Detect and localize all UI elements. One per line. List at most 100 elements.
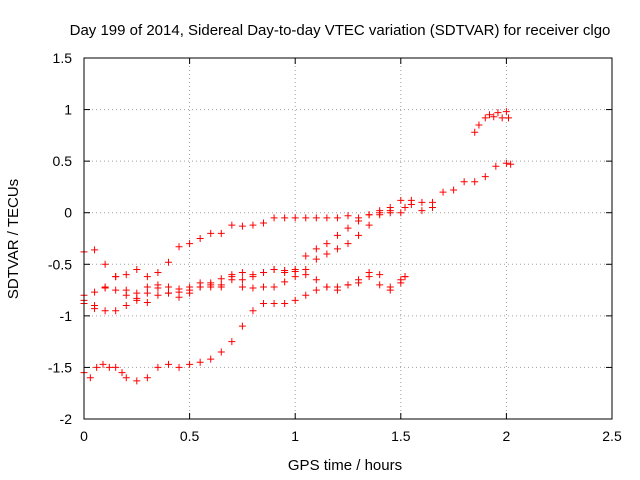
data-point [228, 221, 236, 229]
data-point [101, 283, 109, 291]
data-point [291, 268, 299, 276]
data-point [112, 273, 120, 281]
axis-ticks: 0 0.5 1 1.5 2 2.5 -2 -1.5 -1 -0.5 0 0.5 1 1.5 [48, 50, 622, 444]
data-point [302, 214, 310, 222]
data-point [386, 209, 394, 217]
y-tick-label: 0 [64, 205, 72, 221]
data-point [143, 289, 151, 297]
data-point [333, 214, 341, 222]
data-point [376, 281, 384, 289]
data-point [365, 273, 373, 281]
data-point [238, 276, 246, 284]
data-point [164, 289, 172, 297]
data-point [475, 121, 483, 129]
data-point [323, 283, 331, 291]
grid [84, 58, 612, 419]
data-point [217, 229, 225, 237]
data-point [471, 128, 479, 136]
data-point [397, 276, 405, 284]
data-point [401, 273, 409, 281]
data-point [498, 114, 506, 122]
data-point [270, 265, 278, 273]
data-point [281, 269, 289, 277]
data-point [175, 243, 183, 251]
data-point [101, 260, 109, 268]
data-point [196, 358, 204, 366]
data-point [154, 363, 162, 371]
data-point [91, 288, 99, 296]
plot-frame [83, 57, 613, 420]
data-point [386, 286, 394, 294]
data-point [302, 291, 310, 299]
data-point [365, 221, 373, 229]
data-point [93, 363, 101, 371]
data-point [143, 273, 151, 281]
data-point [333, 283, 341, 291]
y-axis-label: SDTVAR / TECUs [5, 179, 22, 299]
data-point [312, 286, 320, 294]
data-point [249, 221, 257, 229]
data-point [112, 307, 120, 315]
data-point [260, 299, 268, 307]
data-point [270, 283, 278, 291]
chart-title: Day 199 of 2014, Sidereal Day-to-day VTE… [70, 22, 611, 39]
data-point [481, 173, 489, 181]
data-point [175, 293, 183, 301]
data-point [355, 217, 363, 225]
data-point [302, 271, 310, 279]
data-point [217, 275, 225, 283]
data-point [133, 377, 141, 385]
data-point [164, 360, 172, 368]
data-point [238, 283, 246, 291]
x-axis-label: GPS time / hours [288, 457, 402, 474]
data-point [502, 108, 510, 116]
data-point [270, 299, 278, 307]
x-tick-label: 0.5 [180, 428, 200, 444]
y-tick-label: 1.5 [53, 50, 73, 66]
data-point [112, 363, 120, 371]
data-points [80, 108, 515, 385]
data-point [312, 276, 320, 284]
data-point [270, 214, 278, 222]
data-point [439, 188, 447, 196]
data-point [260, 283, 268, 291]
data-point [249, 284, 257, 292]
data-point [133, 296, 141, 304]
data-point [312, 245, 320, 253]
data-point [376, 211, 384, 219]
y-tick-label: -2 [60, 411, 73, 427]
data-point [143, 283, 151, 291]
data-point [333, 231, 341, 239]
y-tick-label: 0.5 [53, 153, 73, 169]
data-point [344, 212, 352, 220]
data-point [133, 289, 141, 297]
data-point [228, 273, 236, 281]
data-point [154, 269, 162, 277]
data-point [207, 355, 215, 363]
data-point [207, 229, 215, 237]
data-point [91, 305, 99, 313]
data-point [355, 231, 363, 239]
data-point [112, 286, 120, 294]
data-point [99, 360, 107, 368]
x-tick-label: 2 [503, 428, 511, 444]
y-tick-label: 1 [64, 102, 72, 118]
data-point [460, 178, 468, 186]
data-point [401, 204, 409, 212]
data-point [323, 240, 331, 248]
data-point [397, 196, 405, 204]
data-point [312, 214, 320, 222]
data-point [175, 363, 183, 371]
data-point [376, 271, 384, 279]
data-point [365, 211, 373, 219]
data-point [154, 291, 162, 299]
data-point [122, 374, 130, 382]
data-point [186, 286, 194, 294]
data-point [86, 374, 94, 382]
data-point [428, 198, 436, 206]
data-point [164, 283, 172, 291]
data-point [397, 209, 405, 217]
data-point [143, 298, 151, 306]
data-point [186, 360, 194, 368]
data-point [122, 302, 130, 310]
